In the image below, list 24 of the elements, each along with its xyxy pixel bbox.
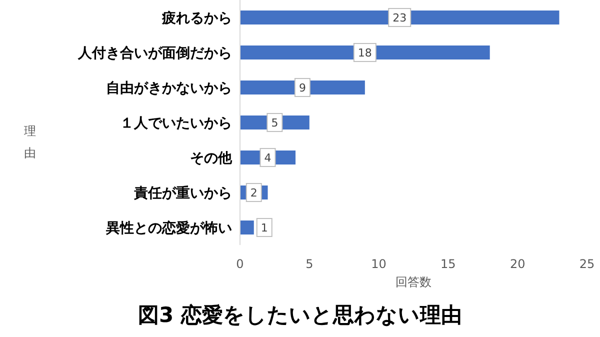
- x-axis-title: 回答数: [396, 275, 432, 289]
- y-tick-label: 自由がきかないから: [106, 80, 232, 96]
- text: 図3 恋愛をしたいと思わない理由: [138, 303, 462, 327]
- data-label: 4: [264, 152, 272, 164]
- data-label: 9: [298, 82, 306, 94]
- data-label: 1: [260, 222, 268, 234]
- y-axis-title: 理由: [24, 124, 36, 160]
- y-tick-label: 疲れるから: [161, 10, 232, 26]
- y-tick-label: その他: [190, 150, 233, 166]
- y-tick-label: 人付き合いが面倒だから: [77, 46, 232, 62]
- x-tick-label: 20: [510, 257, 526, 271]
- y-tick-label: 責任が重いから: [133, 186, 232, 202]
- data-label: 23: [392, 12, 407, 24]
- data-label: 5: [271, 116, 278, 130]
- y-tick-label: 異性との恋愛が怖い: [105, 220, 232, 236]
- data-label: 2: [250, 186, 258, 200]
- bar: [240, 220, 254, 234]
- x-tick-label: 5: [306, 257, 314, 271]
- data-label: 18: [358, 46, 372, 60]
- x-tick-label: 0: [236, 257, 244, 271]
- x-tick-label: 10: [371, 257, 386, 271]
- x-tick-label: 25: [579, 257, 595, 271]
- x-tick-label: 15: [440, 257, 456, 271]
- y-tick-label: １人でいたいから: [120, 116, 232, 132]
